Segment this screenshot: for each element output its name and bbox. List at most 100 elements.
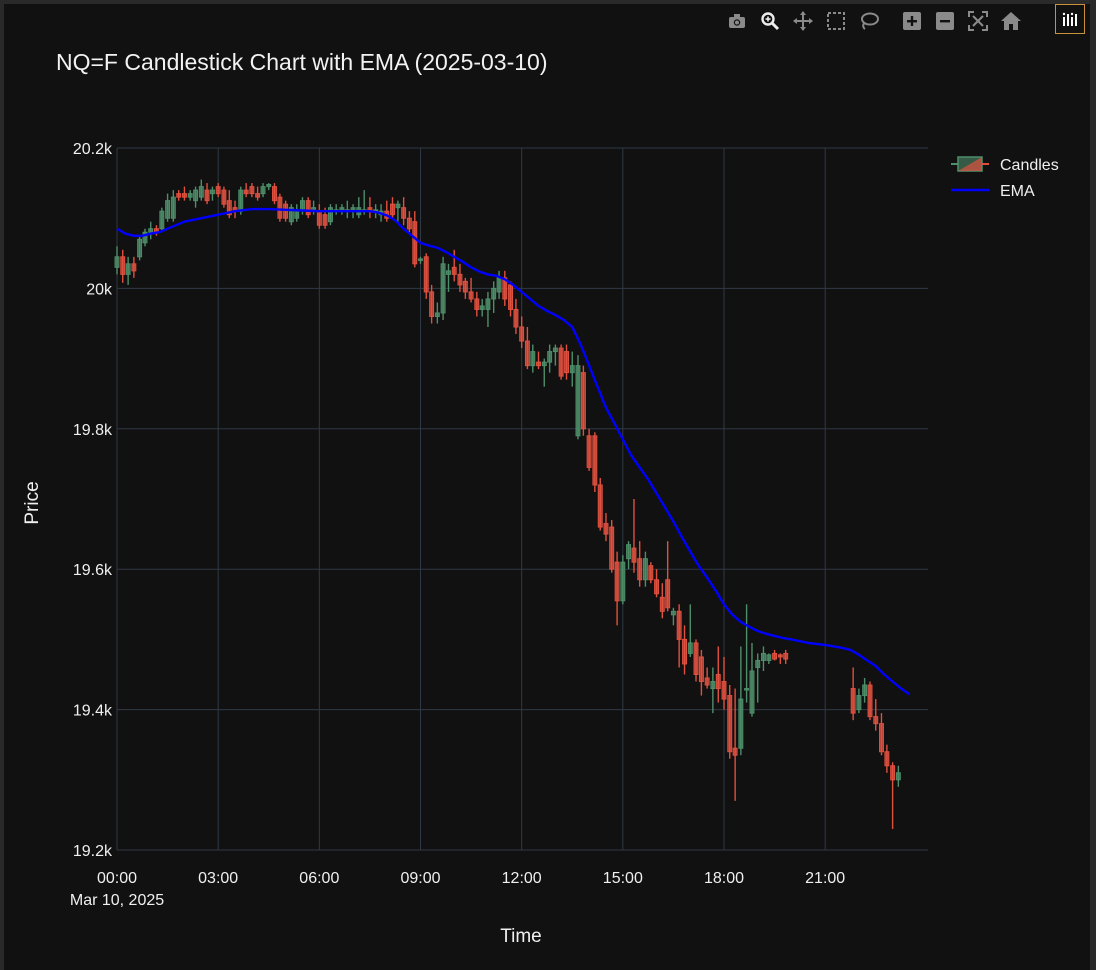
candle-body[interactable]	[485, 298, 491, 310]
candle-body[interactable]	[322, 214, 328, 226]
candle-body[interactable]	[603, 523, 609, 535]
candle-body[interactable]	[176, 193, 182, 198]
candle-body[interactable]	[440, 263, 446, 314]
plotly-logo-icon[interactable]	[1055, 4, 1085, 34]
candle-body[interactable]	[738, 698, 744, 749]
candle-body[interactable]	[390, 203, 395, 216]
candle-body[interactable]	[580, 372, 586, 430]
candle-body[interactable]	[238, 189, 244, 212]
candle-body[interactable]	[884, 751, 890, 767]
pan-icon[interactable]	[790, 8, 816, 34]
candle-body[interactable]	[243, 189, 249, 195]
candle-body[interactable]	[895, 772, 901, 781]
candle-body[interactable]	[457, 273, 463, 286]
legend-candles-label[interactable]: Candles	[1000, 157, 1059, 174]
lasso-icon[interactable]	[856, 8, 882, 34]
candle-body[interactable]	[159, 210, 165, 230]
candle-body[interactable]	[783, 652, 789, 660]
autoscale-icon[interactable]	[965, 8, 991, 34]
legend-ema-label[interactable]: EMA	[1000, 183, 1035, 200]
candle-body[interactable]	[418, 258, 423, 261]
candle-body[interactable]	[204, 189, 210, 202]
candle-body[interactable]	[631, 547, 637, 563]
candle-body[interactable]	[879, 723, 884, 753]
candle-body[interactable]	[777, 654, 783, 658]
candle-body[interactable]	[704, 677, 710, 686]
candle-body[interactable]	[249, 186, 255, 195]
zoom-icon[interactable]	[757, 8, 783, 34]
candle-body[interactable]	[255, 193, 261, 198]
candle-body[interactable]	[541, 361, 547, 367]
candle-body[interactable]	[479, 305, 485, 310]
camera-icon[interactable]	[724, 8, 750, 34]
candle-body[interactable]	[665, 579, 671, 609]
candle-body[interactable]	[114, 256, 120, 268]
candle-body[interactable]	[181, 193, 187, 198]
candle-body[interactable]	[423, 256, 429, 293]
candle-body[interactable]	[642, 558, 648, 581]
candle-body[interactable]	[659, 596, 665, 612]
candle-body[interactable]	[648, 565, 654, 581]
candle-body[interactable]	[266, 184, 272, 188]
candle-body[interactable]	[429, 291, 435, 317]
candle-body[interactable]	[575, 365, 581, 437]
candle-body[interactable]	[698, 656, 704, 683]
candle-body[interactable]	[890, 765, 896, 781]
candle-body[interactable]	[586, 435, 592, 468]
zoom-out-icon[interactable]	[932, 8, 958, 34]
candle-body[interactable]	[209, 189, 215, 195]
candle-body[interactable]	[316, 210, 322, 226]
candle-body[interactable]	[536, 361, 541, 367]
candle-body[interactable]	[226, 200, 232, 216]
candle-body[interactable]	[474, 298, 480, 310]
candle-body[interactable]	[564, 351, 569, 374]
candle-body[interactable]	[288, 207, 294, 223]
candle-body[interactable]	[721, 681, 727, 700]
candle-body[interactable]	[592, 435, 598, 486]
candle-body[interactable]	[597, 484, 603, 528]
candle-body[interactable]	[609, 526, 615, 570]
candle-body[interactable]	[300, 200, 305, 211]
candle-body[interactable]	[131, 263, 137, 272]
candle-body[interactable]	[148, 228, 154, 233]
zoom-in-icon[interactable]	[899, 8, 925, 34]
candle-body[interactable]	[519, 326, 525, 342]
candle-body[interactable]	[530, 351, 536, 367]
candle-body[interactable]	[626, 544, 632, 560]
candle-body[interactable]	[451, 266, 457, 275]
candle-body[interactable]	[676, 610, 682, 640]
candle-body[interactable]	[170, 196, 176, 219]
candle-body[interactable]	[670, 610, 676, 616]
candle-body[interactable]	[867, 684, 873, 718]
candle-body[interactable]	[165, 200, 171, 219]
candle-body[interactable]	[732, 747, 738, 756]
candle-body[interactable]	[687, 642, 693, 654]
candle-body[interactable]	[468, 291, 474, 300]
candle-body[interactable]	[198, 186, 204, 198]
candle-body[interactable]	[547, 351, 553, 363]
candle-body[interactable]	[749, 670, 755, 714]
candle-body[interactable]	[856, 695, 862, 711]
candle-body[interactable]	[491, 287, 497, 300]
candle-body[interactable]	[305, 200, 311, 216]
candle-body[interactable]	[755, 659, 761, 668]
candle-body[interactable]	[682, 638, 688, 665]
candle-body[interactable]	[142, 231, 148, 244]
candle-body[interactable]	[137, 238, 143, 258]
candle-body[interactable]	[221, 189, 227, 205]
candle-body[interactable]	[727, 695, 733, 753]
candle-body[interactable]	[710, 681, 716, 690]
candle-body[interactable]	[462, 280, 468, 293]
candle-body[interactable]	[772, 652, 778, 660]
candle-body[interactable]	[766, 654, 772, 661]
ema-line[interactable]	[116, 207, 911, 696]
candle-body[interactable]	[654, 579, 660, 595]
candle-body[interactable]	[620, 561, 626, 602]
candle-body[interactable]	[434, 312, 440, 317]
candle-body[interactable]	[187, 193, 193, 198]
candle-body[interactable]	[193, 189, 199, 202]
candle-body[interactable]	[401, 207, 407, 219]
candle-body[interactable]	[327, 207, 333, 223]
box-select-icon[interactable]	[823, 8, 849, 34]
